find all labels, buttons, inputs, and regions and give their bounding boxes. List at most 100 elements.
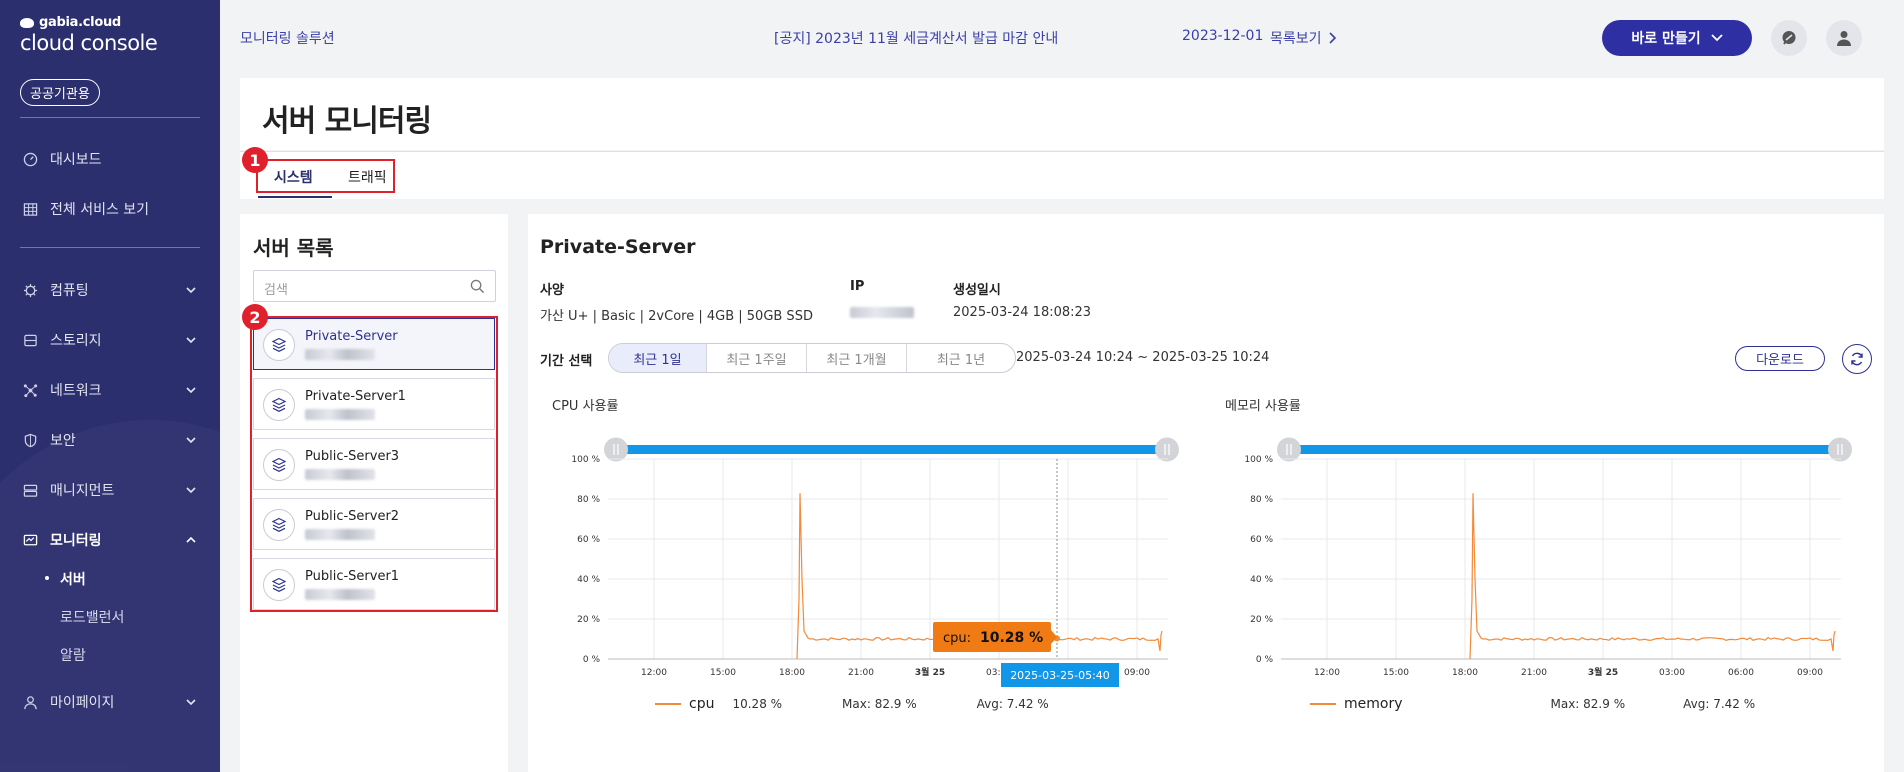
x-tick-label: 15:00 [1383,668,1409,678]
sidebar-item-mypage[interactable]: 마이페이지 [22,690,198,714]
y-tick-label: 40 % [577,575,600,585]
x-tick-label: 21:00 [848,668,874,678]
sidebar-subitem-alarm[interactable]: 알람 [60,648,86,664]
period-1year-button[interactable]: 최근 1년 [936,352,986,368]
refresh-button[interactable] [1842,344,1872,374]
search-placeholder: 검색 [264,283,288,298]
sidebar-item-label: 모니터링 [50,533,102,549]
sidebar-subitem-server[interactable]: 서버 [45,569,86,589]
chevron-up-icon [186,536,196,543]
download-button[interactable]: 다운로드 [1735,346,1825,371]
sidebar-item-dashboard[interactable]: 대시보드 [22,147,198,171]
sidebar-subitem-load-balancer[interactable]: 로드밸런서 [60,610,125,626]
series-line [1469,493,1836,660]
grid-icon [22,201,38,217]
server-item-private-server1[interactable]: Private-Server1 [253,378,495,430]
x-tick-label: 21:00 [1521,668,1547,678]
spec-value: 가산 U+ | Basic | 2vCore | 4GB | 50GB SSD [540,309,813,324]
period-label: 기간 선택 [540,354,593,369]
y-tick-label: 100 % [571,455,600,465]
legend-line-swatch [1310,703,1336,705]
y-tick-label: 60 % [577,535,600,545]
annotation-box-tabs [256,159,395,193]
chevron-down-icon [1711,34,1723,42]
notice-list-link[interactable]: 목록보기 [1270,28,1337,48]
tooltip-time: 2025-03-25-05:40 [1010,669,1110,682]
tab-system[interactable]: 시스템 [274,170,313,186]
tabs-panel [240,151,1884,199]
legend-series-name: cpu [689,696,715,712]
notice-link[interactable]: [공지] 2023년 11월 세금계산서 발급 마감 안내 [774,31,1059,47]
annotation-box-server-list [250,316,498,612]
ip-label: IP [850,279,865,294]
server-ip-blurred [305,349,375,360]
y-tick-label: 0 % [1256,655,1274,665]
period-1month-button[interactable]: 최근 1개월 [807,344,907,372]
server-name: Private-Server [305,329,398,344]
sidebar-item-computing[interactable]: 컴퓨팅 [22,278,198,302]
sidebar-item-label: 대시보드 [50,152,102,168]
monitoring-solution-link[interactable]: 모니터링 솔루션 [240,31,335,47]
chat-button[interactable] [1771,20,1807,56]
x-tick-label: 03:00 [986,668,1012,678]
sidebar-item-security[interactable]: 보안 [22,428,198,452]
server-name: Private-Server1 [305,389,406,404]
network-icon [22,382,38,398]
server-name: Public-Server3 [305,449,400,464]
server-search-input[interactable]: 검색 [253,270,496,302]
tab-active-indicator [258,196,332,198]
notice-list-label: 목록보기 [1270,31,1322,47]
sidebar-item-management[interactable]: 매니지먼트 [22,478,198,502]
y-tick-label: 0 % [583,655,601,665]
tab-traffic[interactable]: 트래픽 [348,170,387,186]
tooltip-label: cpu: [943,631,971,646]
brand-logo[interactable]: gabia.cloud cloud console [20,15,158,55]
handle-grip-icon [613,444,619,455]
y-tick-label: 80 % [577,495,600,505]
server-stack-icon [263,389,295,421]
period-1week-button[interactable]: 최근 1주일 [707,344,807,372]
sidebar-item-storage[interactable]: 스토리지 [22,328,198,352]
sidebar-item-label: 전체 서비스 보기 [50,202,150,218]
legend-series-name: memory [1344,696,1403,712]
sidebar-item-monitoring[interactable]: 모니터링 [22,528,198,552]
server-item-public-server2[interactable]: Public-Server2 [253,498,495,550]
legend-max: Max: 82.9 % [1550,697,1626,711]
sidebar-item-label: 스토리지 [50,333,102,349]
server-item-private-server[interactable]: Private-Server [253,318,495,370]
brand-large: cloud console [20,31,158,55]
x-tick-label: 3월 25 [1588,666,1618,678]
created-label: 생성일시 [953,283,1001,298]
shield-icon [22,432,38,448]
tooltip-arrow-icon [1051,630,1057,644]
sidebar-item-all-services[interactable]: 전체 서비스 보기 [22,197,198,221]
search-icon[interactable] [470,279,485,294]
y-tick-label: 60 % [1250,535,1273,545]
cpu-legend: cpu 10.28 % Max: 82.9 % Avg: 7.42 % [655,696,1049,712]
period-1day-button[interactable]: 최근 1일 [609,344,707,372]
legend-avg: Avg: 7.42 % [1683,697,1756,711]
chevron-down-icon [186,287,196,294]
zoom-handle-left [604,437,628,462]
cpu-usage-chart: 100 % 80 % 60 % 40 % 20 % 0 % 12:00 15:00 18:00 2… [571,437,1179,687]
server-stack-icon [263,329,295,361]
server-stack-icon [263,569,295,601]
server-item-public-server3[interactable]: Public-Server3 [253,438,495,490]
server-item-public-server1[interactable]: Public-Server1 [253,558,495,610]
chevron-right-icon [1328,32,1336,44]
sidebar-item-network[interactable]: 네트워크 [22,378,198,402]
sidebar-divider [20,247,200,248]
page-title: 서버 모니터링 [262,104,432,139]
chevron-down-icon [186,387,196,394]
handle-grip-icon [1837,444,1843,455]
dashboard-icon [22,151,38,167]
server-detail-panel [528,214,1884,772]
server-list-panel [240,214,508,772]
profile-button[interactable] [1826,20,1862,56]
x-tick-label: 18:00 [779,668,805,678]
server-ip-blurred [305,409,375,420]
date-range: 2025-03-24 10:24 ~ 2025-03-25 10:24 [1016,350,1270,365]
make-now-button[interactable]: 바로 만들기 [1602,20,1752,56]
public-agency-badge[interactable]: 공공기관용 [20,79,100,106]
server-list-title: 서버 목록 [253,236,334,260]
